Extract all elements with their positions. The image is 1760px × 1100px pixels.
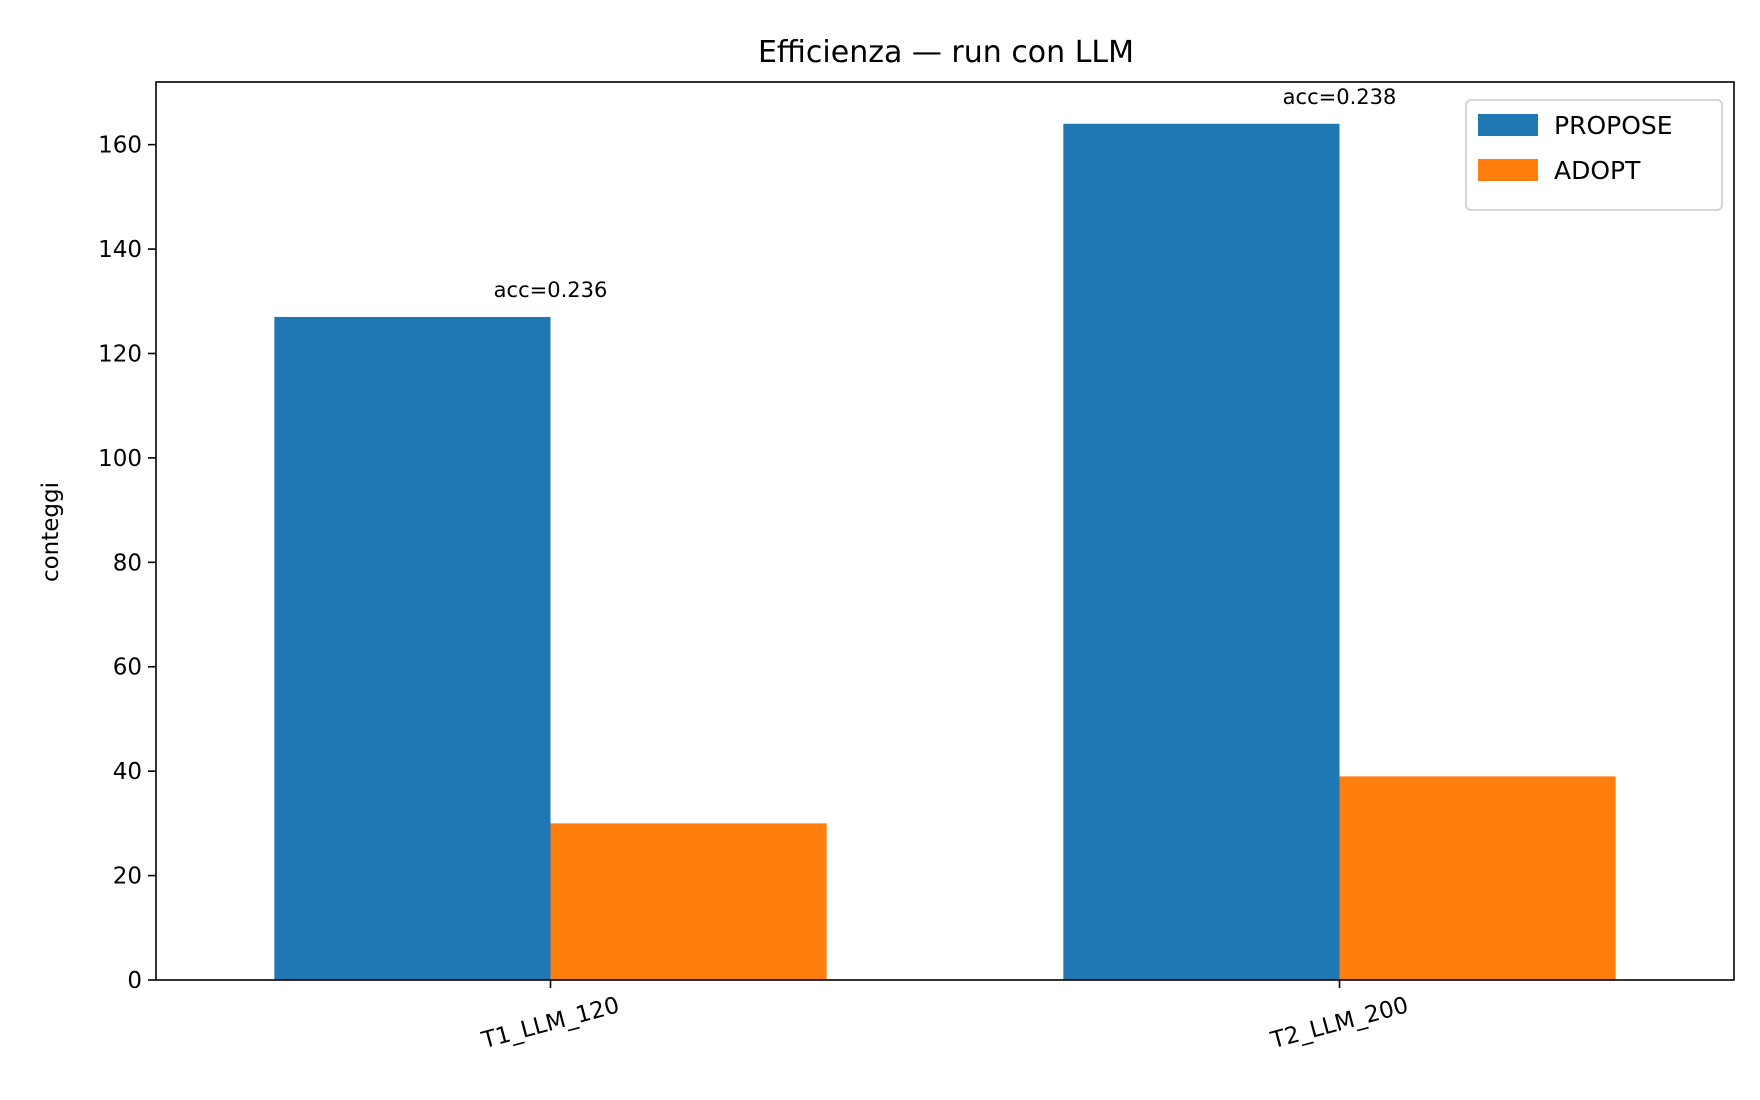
y-tick-label: 80 [113,550,142,576]
y-tick-label: 60 [113,655,142,681]
legend-label-propose: PROPOSE [1554,111,1673,140]
y-tick-label: 120 [98,341,142,367]
annotations-group: acc=0.236 acc=0.238 [494,85,1397,302]
y-axis: 0 20 40 60 80 100 120 140 160 [98,133,156,994]
chart-title: Efficienza — run con LLM [758,35,1134,70]
y-tick-label: 100 [98,446,142,472]
bar-propose-t2-llm-200 [1063,123,1340,980]
legend-label-adopt: ADOPT [1554,156,1641,185]
legend-swatch-adopt [1478,159,1538,181]
bar-adopt-t2-llm-200 [1339,776,1616,980]
annotation-t2-llm-200: acc=0.238 [1283,85,1397,109]
legend: PROPOSE ADOPT [1465,99,1723,211]
legend-swatch-propose [1478,114,1538,136]
bar-propose-t1-llm-120 [274,316,551,980]
y-tick-label: 40 [113,759,142,785]
bar-adopt-t1-llm-120 [550,823,827,980]
y-tick-label: 0 [127,968,142,994]
y-tick-label: 20 [113,864,142,890]
plot-frame [155,81,1735,981]
y-tick-label: 140 [98,237,142,263]
y-tick-label: 160 [98,133,142,159]
bars-group [274,123,1616,980]
y-axis-label: conteggi [38,482,64,582]
annotation-t1-llm-120: acc=0.236 [494,278,608,302]
